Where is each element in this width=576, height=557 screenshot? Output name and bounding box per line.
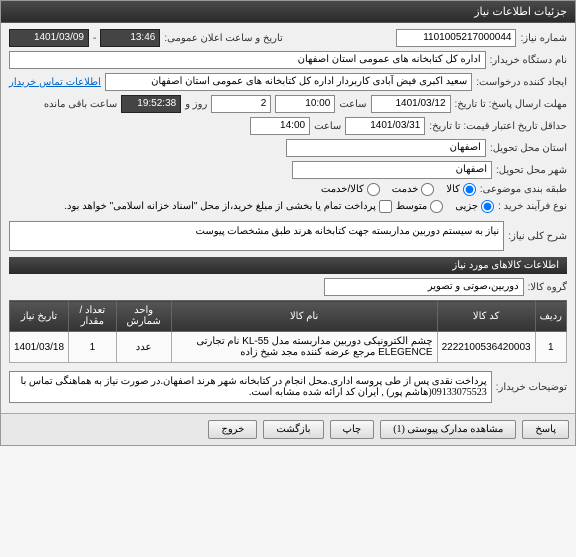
buyer-name-field: اداره کل کتابخانه های عمومی استان اصفهان — [9, 51, 486, 69]
table-row: 1 2222100536420003 چشم الکترونیکی دوربین… — [10, 332, 567, 363]
category-service-radio[interactable]: خدمت — [392, 183, 435, 196]
days-label: روز و — [185, 99, 207, 110]
need-number-label: شماره نیاز: — [520, 33, 567, 44]
remaining-field: 19:52:38 — [121, 95, 181, 113]
purchase-partial-input[interactable] — [481, 200, 494, 213]
category-both-input[interactable] — [367, 183, 380, 196]
panel-title: جزئیات اطلاعات نیاز — [1, 1, 575, 23]
delivery-city-label: شهر محل تحویل: — [496, 165, 567, 176]
response-date: 1401/03/12 — [371, 95, 451, 113]
requester-label: ایجاد کننده درخواست: — [476, 77, 567, 88]
col-date: تاریخ نیاز — [10, 301, 69, 332]
back-button[interactable]: بازگشت — [263, 420, 323, 439]
buyer-notes-label: توضیحات خریدار: — [496, 382, 567, 393]
table-header-row: ردیف کد کالا نام کالا واحد شمارش تعداد /… — [10, 301, 567, 332]
buyer-name-label: نام دستگاه خریدار: — [490, 55, 567, 66]
col-name: نام کالا — [171, 301, 437, 332]
goods-group-field: دوربین،صوتی و تصویر — [324, 278, 524, 296]
purchase-note-checkbox[interactable] — [379, 200, 392, 213]
panel-body: شماره نیاز: 1101005217000044 تاریخ و ساع… — [1, 23, 575, 413]
response-time: 10:00 — [275, 95, 335, 113]
footer-buttons: پاسخ مشاهده مدارک پیوستی (1) چاپ بازگشت … — [1, 413, 575, 445]
purchase-medium-radio[interactable]: متوسط — [396, 200, 443, 213]
contact-link[interactable]: اطلاعات تماس خریدار — [9, 77, 101, 88]
requester-field: سعید اکبری فیض آبادی کاربردار اداره کل ک… — [105, 73, 472, 91]
delivery-province-label: استان محل تحویل: — [490, 143, 567, 154]
delivery-city: اصفهان — [292, 161, 492, 179]
purchase-medium-input[interactable] — [430, 200, 443, 213]
cell-name: چشم الکترونیکی دوربین مداربسته مدل KL-55… — [171, 332, 437, 363]
remaining-label: ساعت باقی مانده — [44, 99, 117, 110]
category-goods-input[interactable] — [463, 183, 476, 196]
print-button[interactable]: چاپ — [330, 420, 375, 439]
attachments-button[interactable]: مشاهده مدارک پیوستی (1) — [380, 420, 516, 439]
exit-button[interactable]: خروج — [208, 420, 257, 439]
cell-code: 2222100536420003 — [437, 332, 535, 363]
validity-time-label: ساعت — [314, 121, 341, 132]
validity-date: 1401/03/31 — [345, 117, 425, 135]
need-number-field: 1101005217000044 — [396, 29, 516, 47]
validity-time: 14:00 — [250, 117, 310, 135]
category-goods-radio[interactable]: کالا — [446, 183, 476, 196]
col-qty: تعداد / مقدار — [69, 301, 117, 332]
need-desc-label: شرح کلی نیاز: — [508, 231, 567, 242]
need-desc-field: نیاز به سیستم دوربین مداربسته جهت کتابخا… — [9, 221, 504, 251]
validity-label: حداقل تاریخ اعتبار قیمت: تا تاریخ: — [429, 121, 567, 132]
buyer-notes-field: پرداخت نقدی پس از طی پروسه اداری.محل انج… — [9, 371, 492, 403]
cell-qty: 1 — [69, 332, 117, 363]
category-label: طبقه بندی موضوعی: — [480, 184, 567, 195]
announce-date: 1401/03/09 — [9, 29, 89, 47]
category-service-input[interactable] — [421, 183, 434, 196]
category-radio-group: کالا خدمت کالا/خدمت — [321, 183, 476, 196]
purchase-radio-group: جزیی متوسط — [396, 200, 494, 213]
purchase-note-check[interactable]: پرداخت تمام یا بخشی از مبلغ خرید،از محل … — [64, 200, 392, 213]
announce-time: 13:46 — [100, 29, 160, 47]
col-row: ردیف — [535, 301, 566, 332]
cell-row: 1 — [535, 332, 566, 363]
purchase-partial-radio[interactable]: جزیی — [455, 200, 494, 213]
days-field: 2 — [211, 95, 271, 113]
delivery-province: اصفهان — [286, 139, 486, 157]
cell-date: 1401/03/18 — [10, 332, 69, 363]
announce-label: تاریخ و ساعت اعلان عمومی: — [164, 33, 283, 44]
response-time-label: ساعت — [339, 99, 366, 110]
goods-group-label: گروه کالا: — [528, 282, 567, 293]
answer-button[interactable]: پاسخ — [522, 420, 569, 439]
col-unit: واحد شمارش — [116, 301, 171, 332]
purchase-type-label: نوع فرآیند خرید : — [498, 201, 567, 212]
goods-table: ردیف کد کالا نام کالا واحد شمارش تعداد /… — [9, 300, 567, 363]
category-both-radio[interactable]: کالا/خدمت — [321, 183, 380, 196]
cell-unit: عدد — [116, 332, 171, 363]
goods-section-title: اطلاعات کالاهای مورد نیاز — [9, 257, 567, 274]
main-panel: جزئیات اطلاعات نیاز شماره نیاز: 11010052… — [0, 0, 576, 446]
response-deadline-label: مهلت ارسال پاسخ: تا تاریخ: — [455, 99, 567, 110]
col-code: کد کالا — [437, 301, 535, 332]
